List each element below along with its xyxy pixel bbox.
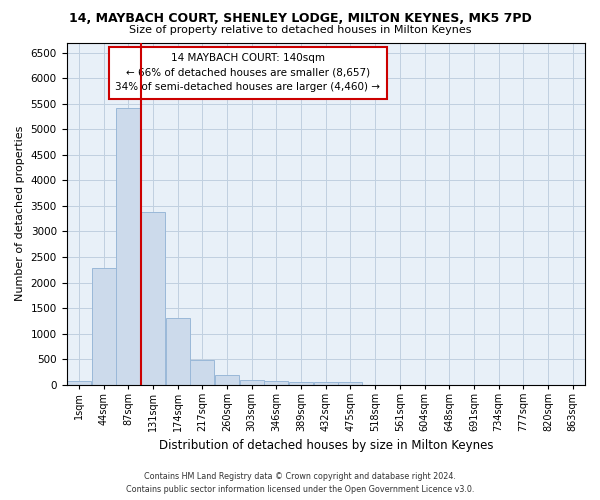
Bar — [314, 382, 338, 384]
Text: 14, MAYBACH COURT, SHENLEY LODGE, MILTON KEYNES, MK5 7PD: 14, MAYBACH COURT, SHENLEY LODGE, MILTON… — [68, 12, 532, 26]
Bar — [190, 360, 214, 384]
Bar — [240, 380, 263, 384]
Text: Size of property relative to detached houses in Milton Keynes: Size of property relative to detached ho… — [129, 25, 471, 35]
Bar — [116, 108, 140, 384]
Bar — [67, 381, 91, 384]
Bar — [289, 382, 313, 384]
Y-axis label: Number of detached properties: Number of detached properties — [15, 126, 25, 302]
Bar — [215, 374, 239, 384]
X-axis label: Distribution of detached houses by size in Milton Keynes: Distribution of detached houses by size … — [158, 440, 493, 452]
Text: Contains HM Land Registry data © Crown copyright and database right 2024.
Contai: Contains HM Land Registry data © Crown c… — [126, 472, 474, 494]
Bar — [92, 268, 116, 384]
Bar — [338, 382, 362, 384]
Bar — [166, 318, 190, 384]
Bar — [265, 381, 289, 384]
Bar — [141, 212, 165, 384]
Text: 14 MAYBACH COURT: 140sqm
← 66% of detached houses are smaller (8,657)
34% of sem: 14 MAYBACH COURT: 140sqm ← 66% of detach… — [115, 53, 380, 92]
